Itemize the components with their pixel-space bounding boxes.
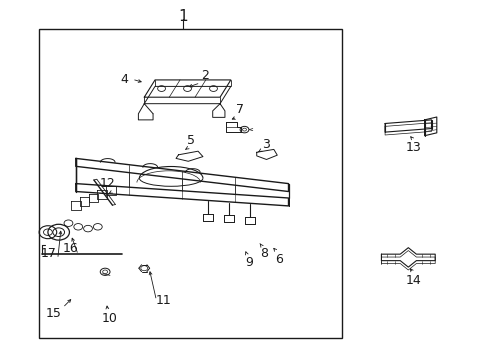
Text: 7: 7 <box>235 103 243 116</box>
Text: 14: 14 <box>405 274 420 287</box>
Text: 1: 1 <box>178 9 188 24</box>
Text: 17: 17 <box>41 247 57 260</box>
Text: 12: 12 <box>100 177 115 190</box>
Text: 13: 13 <box>405 141 420 154</box>
Text: 6: 6 <box>274 253 282 266</box>
Text: 8: 8 <box>260 247 267 260</box>
Text: 11: 11 <box>156 294 171 307</box>
Text: 10: 10 <box>102 312 118 325</box>
Bar <box>39 29 342 338</box>
Text: 3: 3 <box>262 138 270 150</box>
Text: 5: 5 <box>186 134 194 147</box>
Text: 16: 16 <box>63 242 79 255</box>
Text: 9: 9 <box>245 256 253 269</box>
Text: 15: 15 <box>46 307 61 320</box>
Text: 2: 2 <box>201 69 209 82</box>
Text: 4: 4 <box>121 73 128 86</box>
